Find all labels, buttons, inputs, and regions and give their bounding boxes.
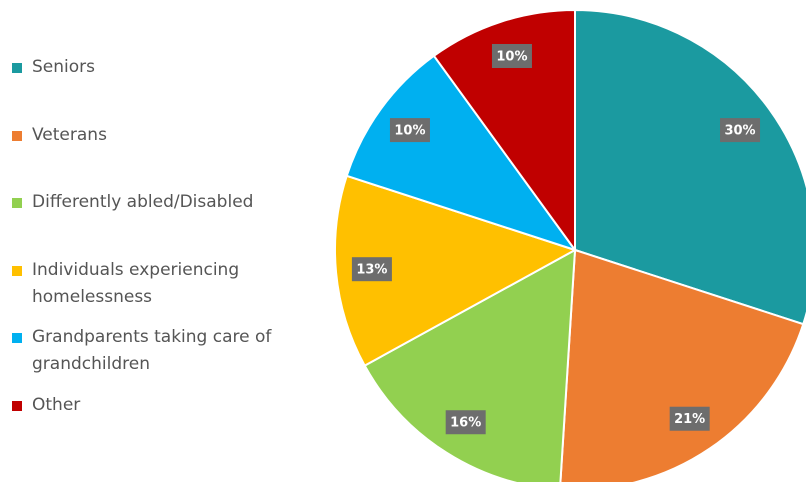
label-box [351,257,392,282]
label-box [491,43,532,68]
legend-label: Veterans [32,124,107,145]
data-label: 30% [724,124,755,139]
legend-swatch [12,130,22,141]
legend-label: Individuals experiencing homelessness [32,259,240,307]
data-label: 10% [394,124,425,139]
data-label: 21% [674,412,705,427]
legend-swatch [12,198,22,208]
pie-slice [574,8,806,326]
data-label: 16% [450,416,481,431]
legend-label: Differently abled/Disabled [32,192,254,212]
label-box [720,118,761,143]
legend-swatch [12,333,22,343]
label-box [445,410,486,435]
pie-slice [363,248,577,482]
legend-item: Seniors [12,54,274,81]
legend-item: Other [12,392,274,419]
legend-item: Differently abled/Disabled [12,189,274,216]
legend-swatch [12,400,22,411]
legend-label: Grandparents taking care of grandchildre… [32,327,272,374]
pie-slice [559,248,805,482]
pie-slice [432,8,576,254]
pie-slice [345,54,578,252]
legend-swatch [12,265,22,276]
pie-slice [334,174,578,367]
legend-label: Seniors [32,57,95,77]
legend-item: Grandparents taking care of grandchildre… [12,324,274,378]
label-box [389,118,430,143]
legend-swatch [12,63,22,73]
data-label: 13% [356,263,387,278]
legend-label: Other [32,394,81,415]
legend-item: Individuals experiencing homelessness [12,257,274,311]
legend-item: Veterans [12,122,274,149]
data-label: 10% [496,49,527,64]
label-box [669,406,710,431]
